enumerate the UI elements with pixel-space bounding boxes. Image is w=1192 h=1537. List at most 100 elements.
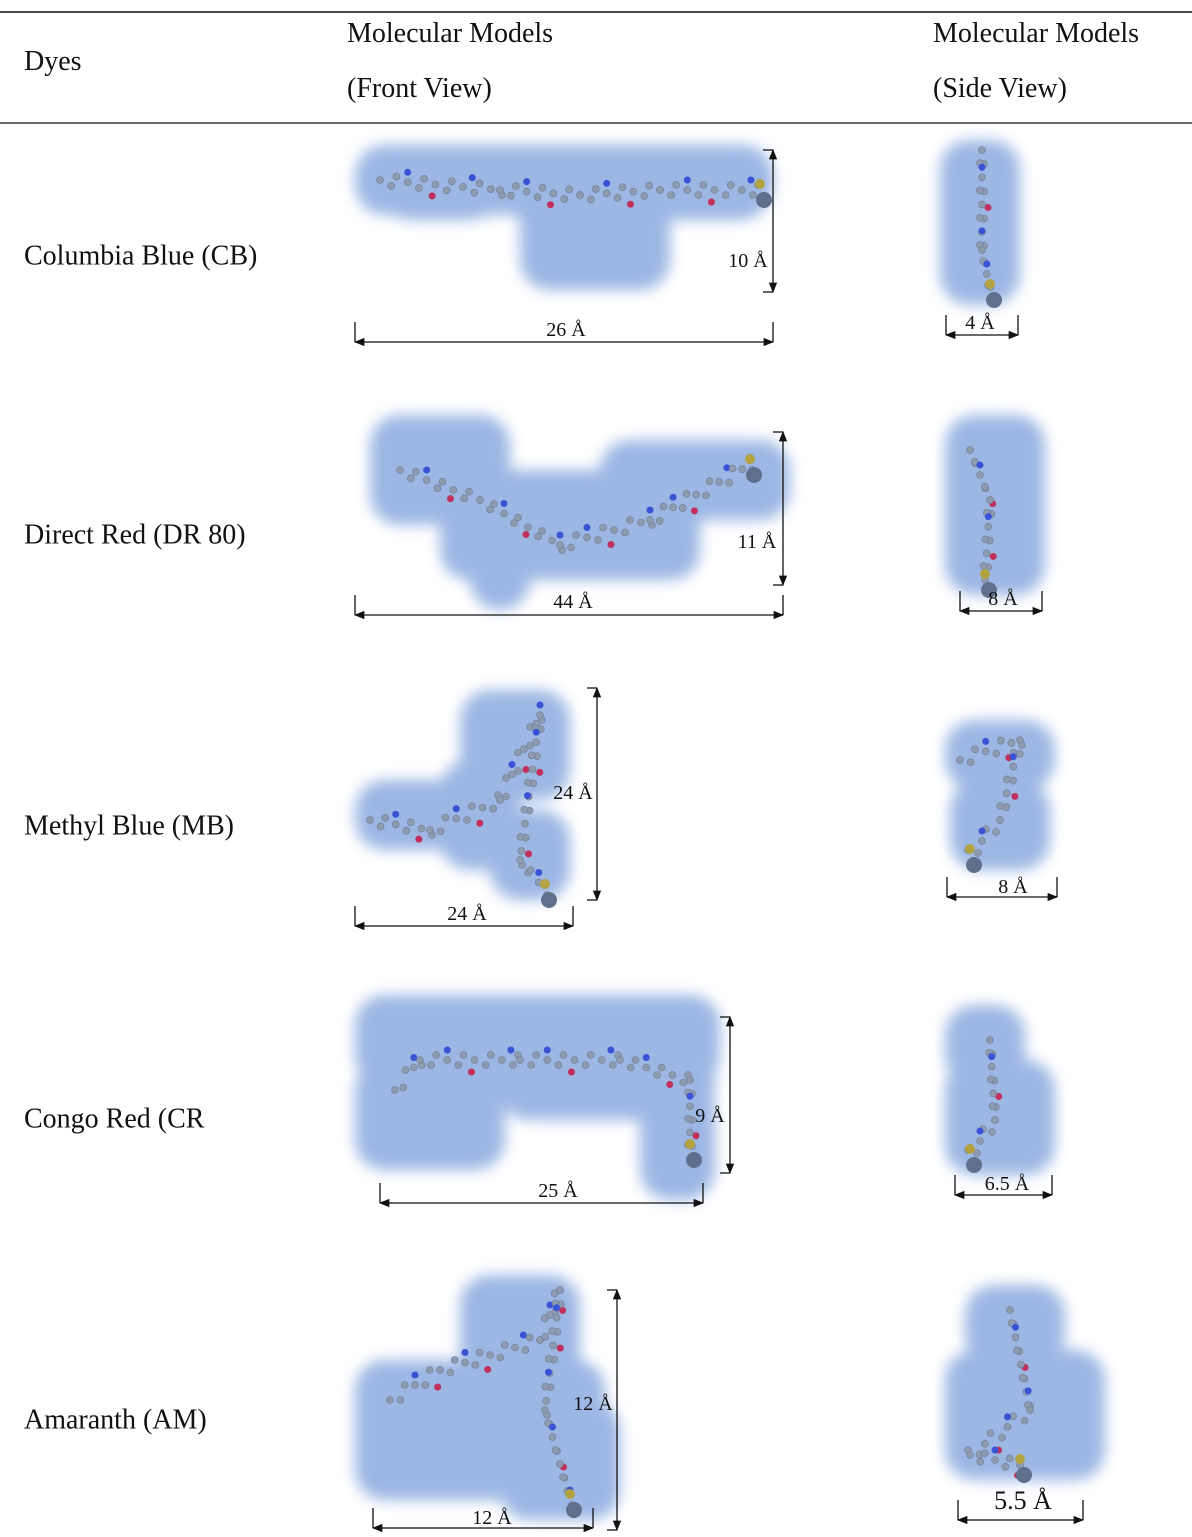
atom [487,1052,494,1059]
atom [568,544,575,551]
atom-s [755,179,765,189]
header-front: Molecular Models [347,18,553,49]
atom [684,187,691,194]
front-surface [355,995,720,1200]
atom [423,477,430,484]
atom [967,759,974,766]
dye-name: Congo Red (CR [24,1103,205,1134]
atom [658,1064,665,1071]
atom [402,1067,409,1074]
atom [432,181,439,188]
atom [451,1357,458,1364]
surface-blob [380,160,500,220]
atom-s [685,1139,695,1149]
atom [1027,1407,1034,1414]
atom [527,867,534,874]
atom [654,1072,661,1079]
atom [501,1342,508,1349]
atom-n [553,1304,560,1311]
surface-blob [355,1060,505,1170]
front-width-label: 24 Å [447,903,487,925]
atom [471,189,478,196]
atom [679,505,686,512]
atom [598,1057,605,1064]
atom [476,180,483,187]
atom [550,1342,557,1349]
table-figure: Dyes Molecular Models (Front View) Molec… [0,0,1192,1532]
atom [630,188,637,195]
atom [439,478,446,485]
atom [670,504,677,511]
atom [1003,776,1010,783]
atom [543,1397,550,1404]
atom [727,182,734,189]
atom [693,491,700,498]
atom [660,503,667,510]
atom [487,1352,494,1359]
atom [503,793,510,800]
atom [525,524,532,531]
atom-n [535,869,542,876]
atom-o [691,507,698,514]
atom [687,1077,694,1084]
atom [729,465,736,472]
atom [517,833,524,840]
atom [442,814,449,821]
atom-n [523,178,530,185]
atom [557,1461,564,1468]
atom [525,779,532,786]
atom [498,1057,505,1064]
atom-o [708,199,715,206]
atom [1004,1423,1011,1430]
atom-n [462,1349,469,1356]
atom-na [966,1157,982,1173]
atom [560,1052,567,1059]
atom-o [525,850,532,857]
atom [415,185,422,192]
atom [553,1314,560,1321]
atom [487,186,494,193]
atom [997,803,1004,810]
atom [967,447,974,454]
front-width-label: 26 Å [546,319,586,341]
atom-o [547,201,554,208]
atom-o [447,495,454,502]
surface-blob [950,780,1050,870]
side-width-label: 5.5 Å [994,1486,1052,1515]
atom [528,752,535,759]
atom [982,748,989,755]
atom [716,478,723,485]
atom-n [1010,753,1017,760]
atom [1014,1347,1021,1354]
atom [977,187,984,194]
atom [603,190,610,197]
atom [515,768,522,775]
atom [979,838,986,845]
atom [482,1062,489,1069]
dye-name: Columbia Blue (CB) [24,240,257,271]
atom-n [392,811,399,818]
atom-n [507,1047,514,1054]
surface-blob [500,1400,620,1520]
atom [515,514,522,521]
atom-s [985,279,995,289]
atom [992,1117,999,1124]
front-width-label: 12 Å [472,1507,512,1529]
atom [448,178,455,185]
atom-o [415,836,422,843]
atom [512,1344,519,1351]
atom [669,1072,676,1079]
atom [1006,1455,1013,1462]
atom-n [607,1047,614,1054]
atom-n [549,1424,556,1431]
atom [437,828,444,835]
atom [539,528,546,535]
atom [490,805,497,812]
atom [549,1328,556,1335]
atom [542,1333,549,1340]
atom [646,182,653,189]
atom [1021,1417,1028,1424]
atom [400,1084,407,1091]
atom [545,1355,552,1362]
atom [377,177,384,184]
